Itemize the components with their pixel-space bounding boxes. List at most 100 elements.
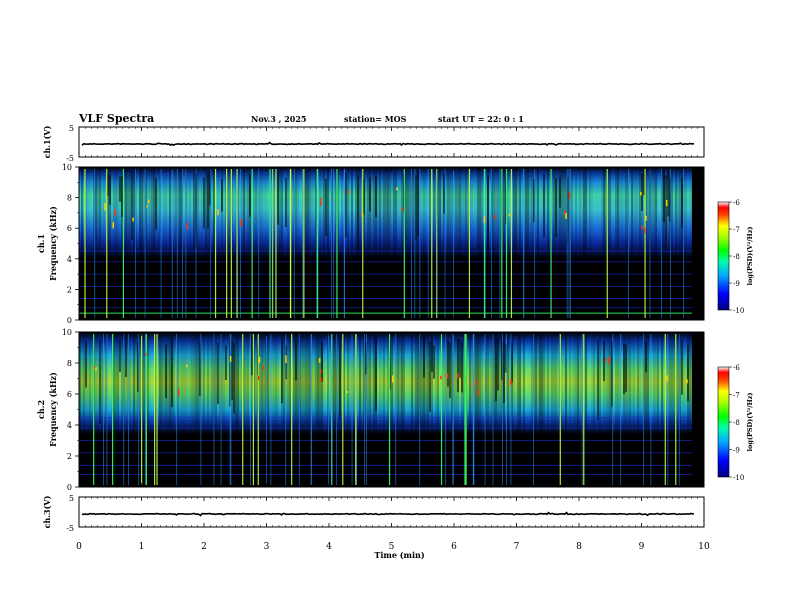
band-strip [137,167,139,320]
band-strip [297,167,299,320]
waveform-line-3 [81,511,695,517]
band-strip [283,332,285,487]
band-strip [627,332,629,487]
band-strip [171,332,173,487]
colorbar-tick-label: -6 [733,199,740,207]
band-strip [463,167,465,320]
y-tick-label: 5 [69,494,74,503]
band-strip [617,167,619,320]
band-strip [105,332,107,487]
band-strip [383,332,385,487]
band-strip [193,167,195,320]
band-gap [567,176,569,245]
band-strip [291,167,293,320]
band-strip [415,167,417,320]
band-strip [579,332,581,487]
band-strip [319,332,321,487]
band-gap [623,343,625,395]
band-strip [273,332,275,487]
band-strip [549,167,551,320]
band-strip [611,332,613,487]
band-strip [203,167,205,320]
band-strip [649,332,651,487]
band-strip [223,332,225,487]
band-strip [591,332,593,487]
band-strip [639,332,641,487]
band-strip [231,167,233,320]
band-strip [555,167,557,320]
band-strip [529,332,531,487]
band-strip [81,332,83,487]
band-strip [349,167,351,320]
band-gap [431,337,433,372]
band-strip [345,332,347,487]
band-strip [451,167,453,320]
band-strip [663,332,665,487]
band-strip [243,332,245,487]
band-strip [217,332,219,487]
band-strip [497,332,499,487]
band-strip [519,167,521,320]
band-strip [255,332,257,487]
band-strip [359,332,361,487]
band-gap [505,343,507,373]
band-strip [99,167,101,320]
band-strip [273,167,275,320]
band-strip [439,167,441,320]
hot-spot [262,365,264,371]
band-strip [463,332,465,487]
band-strip [561,167,563,320]
band-strip [157,332,159,487]
band-strip [245,332,247,487]
band-strip [481,332,483,487]
band-gap [423,336,425,378]
band-strip [663,167,665,320]
band-strip [281,167,283,320]
band-strip [225,167,227,320]
band-strip [547,167,549,320]
band-strip [211,332,213,487]
band-strip [111,167,113,320]
band-strip [567,332,569,487]
x-tick-label: 9 [639,542,645,552]
band-gap [443,173,445,214]
y-axis-label: ch.1(V) [42,125,52,158]
band-gap [99,340,101,424]
hot-spot [95,367,97,371]
band-strip [667,167,669,320]
band-strip [207,167,209,320]
band-strip [155,332,157,487]
band-strip [107,167,109,320]
band-strip [495,167,497,320]
band-strip [489,167,491,320]
band-strip [471,167,473,320]
band-strip [91,332,93,487]
band-strip [247,167,249,320]
band-strip [165,332,167,487]
band-strip [671,167,673,320]
hot-spot [320,377,322,382]
channel-label: ch.2 [36,400,46,419]
band-strip [489,332,491,487]
band-strip [147,332,149,487]
band-strip [415,332,417,487]
hot-spot [285,355,287,364]
band-strip [483,332,485,487]
band-strip [421,167,423,320]
hot-spot [114,209,116,216]
band-strip [609,332,611,487]
band-strip [161,167,163,320]
band-strip [217,167,219,320]
band-strip [365,332,367,487]
colorbar-tick-label: -8 [733,253,740,261]
band-gap [165,344,167,399]
band-strip [149,167,151,320]
band-strip [169,167,171,320]
band-strip [331,167,333,320]
colorbar-tick-label: -8 [733,419,740,427]
band-strip [129,167,131,320]
band-strip [295,332,297,487]
band-gap [447,340,449,387]
band-strip [641,167,643,320]
band-strip [175,167,177,320]
